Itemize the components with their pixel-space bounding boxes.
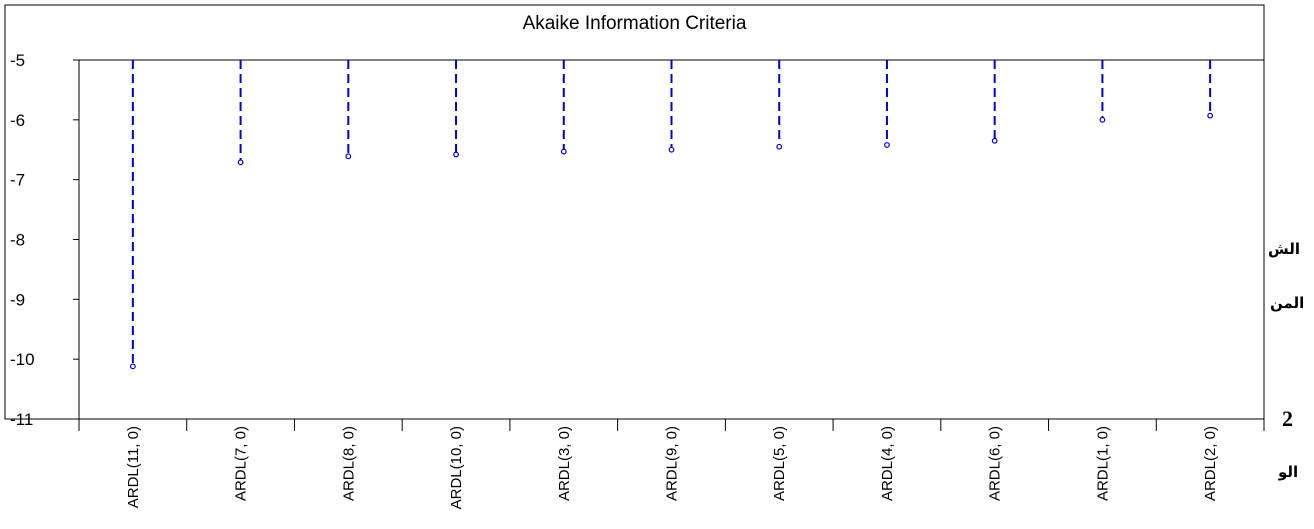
x-tick-label: ARDL(8, 0) <box>340 426 357 501</box>
y-tick-label: -8 <box>10 231 25 250</box>
side-text-line2: المن <box>1270 294 1305 312</box>
side-text-number: 2 <box>1282 406 1293 431</box>
data-point <box>1099 116 1106 123</box>
data-point <box>776 143 783 150</box>
data-point <box>991 137 998 144</box>
outer-frame <box>4 4 1265 420</box>
data-point <box>668 146 675 153</box>
y-tick-label: -7 <box>10 171 25 190</box>
x-axis: ARDL(11, 0) ARDL(7, 0) ARDL(8, 0) ARDL(10, … <box>78 419 1265 509</box>
data-point <box>345 153 352 160</box>
series-marks <box>129 60 1214 370</box>
x-tick-label: ARDL(1, 0) <box>1094 426 1111 501</box>
data-point <box>884 142 890 148</box>
y-tick-label: -9 <box>10 290 25 309</box>
x-tick-label: ARDL(11, 0) <box>125 426 142 508</box>
x-tick-label: ARDL(7, 0) <box>233 426 250 501</box>
side-text-line3: الو <box>1278 463 1299 481</box>
data-point <box>237 159 244 166</box>
data-point <box>129 363 136 370</box>
x-tick-label: ARDL(5, 0) <box>771 426 788 501</box>
x-tick-label: ARDL(6, 0) <box>987 426 1004 501</box>
data-point <box>560 148 567 155</box>
x-tick-label: ARDL(10, 0) <box>448 426 465 509</box>
x-tick-label: ARDL(4, 0) <box>879 426 896 501</box>
data-point <box>1207 112 1214 119</box>
x-tick-label: ARDL(3, 0) <box>556 426 573 501</box>
x-tick-label: ARDL(9, 0) <box>664 426 681 501</box>
y-tick-label: -5 <box>10 51 25 70</box>
chart-frame <box>4 4 1265 420</box>
x-tick-label: ARDL(2, 0) <box>1202 426 1219 501</box>
chart-title: Akaike Information Criteria <box>523 13 747 34</box>
y-tick-label: -10 <box>10 350 35 369</box>
y-tick-label: -6 <box>10 111 25 130</box>
data-point <box>453 151 459 158</box>
plot-frame <box>78 59 1265 420</box>
side-text-line1: الش <box>1268 240 1300 258</box>
y-axis: -5 -6 -7 -8 -9 -10 -11 <box>10 51 79 429</box>
y-tick-label: -11 <box>10 410 33 429</box>
